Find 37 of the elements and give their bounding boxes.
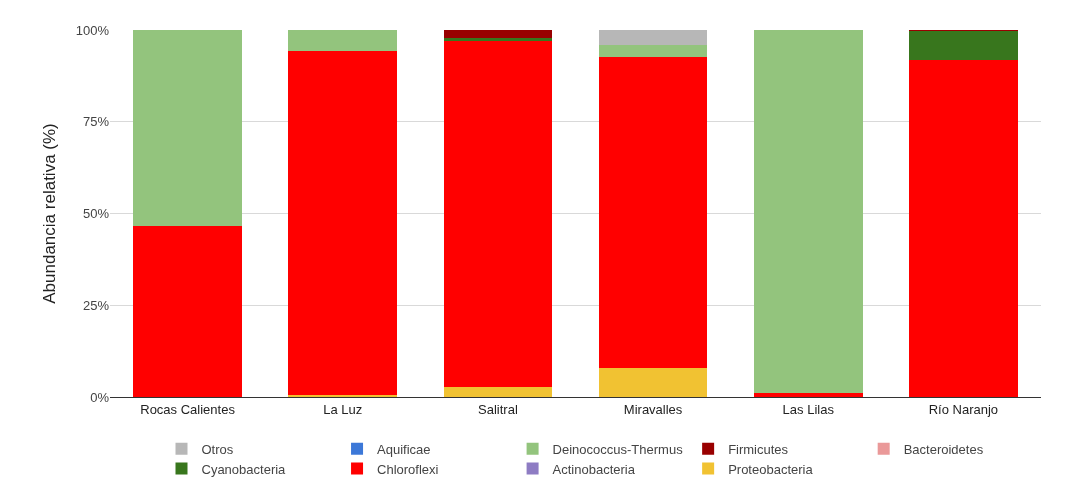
bar [443,41,553,388]
legend-label: Proteobacteria [728,461,814,477]
bar [909,60,1018,397]
bar [598,368,708,397]
legend-label: Cyanobacteria [201,461,287,477]
bar [909,30,1018,61]
legend-label: Bacteroidetes [903,441,984,457]
bar [133,30,242,226]
y-tick-label: 50% [82,206,110,222]
y-tick-label: 100% [75,22,110,38]
bar [443,38,553,42]
bar [598,56,708,369]
legend-label: Chloroflexi [377,461,439,477]
y-axis-title: Abundancia relativa (%) [40,123,60,304]
legend-label: Firmicutes [728,441,789,457]
x-tick-label: La Luz [323,401,363,417]
x-tick-label: Río Naranjo [928,401,999,417]
y-tick-label: 0% [90,389,110,405]
bar [133,225,242,397]
bar [753,392,863,397]
bar [443,30,553,39]
y-tick-label: 75% [82,114,110,130]
bar [288,30,398,52]
x-tick-label: Las Lilas [782,401,835,417]
bar [443,387,553,397]
legend-label: Actinobacteria [552,461,636,477]
bar [598,45,708,57]
bar [598,30,708,46]
y-tick-label: 25% [82,297,110,313]
bar [288,51,398,396]
legend-label: Otros [201,441,234,457]
x-tick-label: Rocas Calientes [140,401,236,417]
legend-label: Deinococcus-Thermus [552,441,684,457]
legend-label: Aquificae [377,441,431,457]
bar [753,30,863,393]
x-tick-label: Salitral [478,401,518,417]
x-tick-label: Miravalles [623,401,683,417]
